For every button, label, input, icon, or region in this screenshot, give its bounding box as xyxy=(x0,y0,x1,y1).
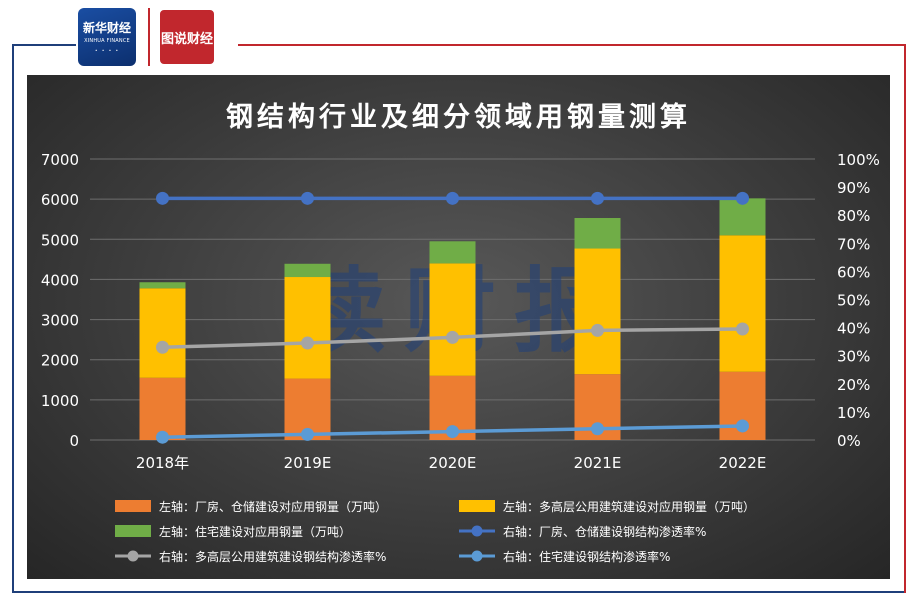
frame-top-left-line xyxy=(12,44,76,46)
logo-right-text: 图说财经 xyxy=(160,31,213,47)
y-right-tick-label: 30% xyxy=(837,348,870,366)
chart-title: 钢结构行业及细分领域用钢量测算 xyxy=(226,102,691,133)
bar-segment xyxy=(284,263,331,278)
chart-panel: 钢结构行业及细分领域用钢量测算 0 1000 2000 3000 4000 5000 600… xyxy=(27,75,890,579)
logo-dots: · · · · xyxy=(94,46,120,55)
y-right-tick-label: 20% xyxy=(837,376,870,394)
y-right-tick-label: 50% xyxy=(837,292,870,310)
bar-segment xyxy=(719,235,766,372)
x-tick-label: 2018年 xyxy=(136,454,189,472)
series-point xyxy=(446,330,459,344)
y-left-tick-label: 1000 xyxy=(41,392,79,410)
y-right-tick-label: 10% xyxy=(837,404,870,422)
x-tick-label: 2022E xyxy=(719,454,767,472)
xinhua-finance-logo: 新华财经 XINHUA FINANCE · · · · xyxy=(78,8,136,66)
bar-segment xyxy=(139,282,186,289)
series-point xyxy=(591,422,604,436)
legend-label: 左轴：多高层公用建筑建设对应用钢量（万吨） xyxy=(503,499,755,514)
series-point xyxy=(591,323,604,337)
y-right-tick-label: 60% xyxy=(837,263,870,281)
series-point xyxy=(156,191,169,205)
logo-left-sub-text: XINHUA FINANCE xyxy=(84,38,130,44)
bar-segment xyxy=(139,377,186,440)
legend-label: 左轴：厂房、仓储建设对应用钢量（万吨） xyxy=(159,499,387,514)
series-point xyxy=(156,340,169,354)
y-left-tick-label: 4000 xyxy=(41,271,79,289)
y-right-tick-label: 0% xyxy=(837,432,861,450)
y-left-tick-label: 7000 xyxy=(41,151,79,169)
y-right-tick-label: 100% xyxy=(837,151,880,169)
series-point xyxy=(591,191,604,205)
frame-right-line xyxy=(904,44,906,593)
legend-swatch xyxy=(115,500,151,512)
bar-segment xyxy=(574,248,621,375)
chart-svg: 0 1000 2000 3000 4000 5000 6000 7000 0% 10% 20% 30%… xyxy=(41,151,880,564)
bar-segment xyxy=(429,263,476,376)
bar-segment xyxy=(574,218,621,249)
x-tick-label: 2019E xyxy=(284,454,332,472)
logo-separator xyxy=(148,8,150,66)
legend-marker xyxy=(471,525,483,537)
series-point xyxy=(301,191,314,205)
series-point xyxy=(301,336,314,350)
legend-swatch xyxy=(459,500,495,512)
y-right-tick-label: 70% xyxy=(837,235,870,253)
series-point xyxy=(736,191,749,205)
legend-label: 右轴：厂房、仓储建设钢结构渗透率% xyxy=(503,524,706,539)
y-right-tick-label: 90% xyxy=(837,179,870,197)
series-point xyxy=(736,322,749,336)
y-left-tick-label: 2000 xyxy=(41,352,79,370)
y-left-tick-label: 5000 xyxy=(41,231,79,249)
legend-label: 右轴：住宅建设钢结构渗透率% xyxy=(503,549,670,564)
bar-segment xyxy=(284,277,331,379)
frame-bottom-line xyxy=(12,591,905,593)
series-point xyxy=(301,427,314,441)
y-right-tick-label: 80% xyxy=(837,207,870,225)
bar-segment xyxy=(139,288,186,378)
legend-marker xyxy=(471,550,483,562)
bar-segment xyxy=(429,241,476,264)
x-tick-label: 2020E xyxy=(429,454,477,472)
x-tick-label: 2021E xyxy=(574,454,622,472)
series-point xyxy=(736,419,749,433)
frame-left-line xyxy=(12,44,14,592)
legend-label: 右轴：多高层公用建筑建设钢结构渗透率% xyxy=(159,549,386,564)
y-left-tick-label: 6000 xyxy=(41,191,79,209)
tushuo-caijing-logo: 图说财经 xyxy=(158,8,216,66)
y-right-tick-label: 40% xyxy=(837,320,870,338)
legend-marker xyxy=(127,550,139,562)
series-point xyxy=(156,430,169,444)
y-left-tick-label: 0 xyxy=(69,432,79,450)
legend-swatch xyxy=(115,525,151,537)
legend-label: 左轴：住宅建设对应用钢量（万吨） xyxy=(159,524,351,539)
series-point xyxy=(446,425,459,439)
frame-top-right-line xyxy=(238,44,905,46)
logo-left-main-text: 新华财经 xyxy=(82,21,131,35)
series-point xyxy=(446,191,459,205)
y-left-tick-label: 3000 xyxy=(41,312,79,330)
